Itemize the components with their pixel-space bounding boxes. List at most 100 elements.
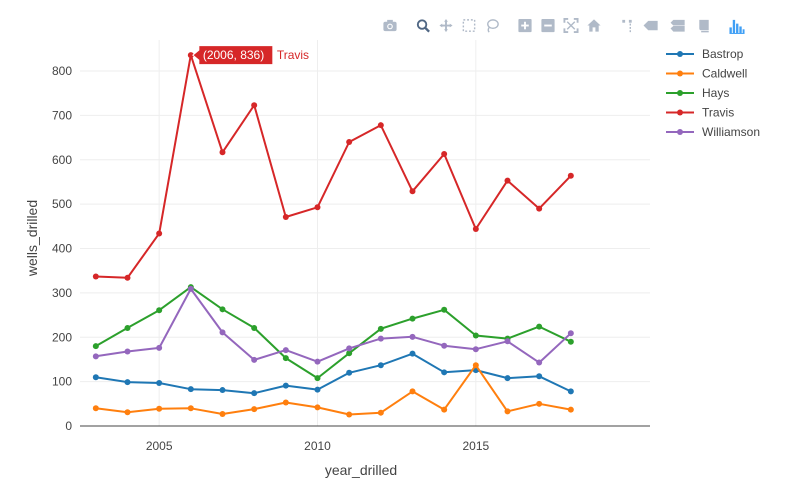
box-select-button[interactable]: [461, 18, 477, 34]
data-point-caldwell[interactable]: [219, 411, 226, 418]
data-point-bastrop[interactable]: [409, 350, 416, 357]
data-point-hays[interactable]: [92, 343, 99, 350]
data-point-williamson[interactable]: [567, 330, 574, 337]
reset-axes-button[interactable]: [586, 18, 602, 34]
series-line-bastrop[interactable]: [95, 352, 572, 395]
data-point-travis[interactable]: [567, 172, 574, 179]
data-point-hays[interactable]: [409, 315, 416, 322]
data-point-bastrop[interactable]: [536, 373, 543, 380]
data-point-hays[interactable]: [346, 350, 353, 357]
data-point-travis[interactable]: [314, 204, 321, 211]
data-point-hays[interactable]: [536, 323, 543, 330]
data-point-bastrop[interactable]: [441, 369, 448, 376]
data-point-bastrop[interactable]: [314, 386, 321, 393]
series-line-hays[interactable]: [95, 286, 572, 380]
data-point-caldwell[interactable]: [441, 406, 448, 413]
series-line-caldwell[interactable]: [95, 364, 571, 416]
data-point-bastrop[interactable]: [92, 374, 99, 381]
data-point-williamson[interactable]: [441, 342, 448, 349]
data-point-caldwell[interactable]: [251, 406, 258, 413]
data-point-hays[interactable]: [377, 325, 384, 332]
hover-closest-button[interactable]: [642, 18, 662, 34]
zoom-out-button[interactable]: [540, 18, 556, 34]
data-point-bastrop[interactable]: [567, 388, 574, 395]
legend-item-caldwell[interactable]: Caldwell: [666, 67, 747, 81]
data-point-caldwell[interactable]: [377, 409, 384, 416]
data-point-williamson[interactable]: [187, 285, 194, 292]
data-point-bastrop[interactable]: [377, 362, 384, 369]
pan-button[interactable]: [438, 18, 454, 34]
data-point-williamson[interactable]: [472, 346, 479, 353]
series-line-williamson[interactable]: [95, 287, 572, 364]
data-point-williamson[interactable]: [219, 329, 226, 336]
autoscale-button[interactable]: [563, 18, 579, 34]
data-point-travis[interactable]: [156, 230, 163, 237]
data-point-travis[interactable]: [219, 149, 226, 156]
data-point-travis[interactable]: [187, 52, 194, 59]
data-point-caldwell[interactable]: [92, 405, 99, 412]
series-travis[interactable]: [92, 52, 574, 281]
data-point-travis[interactable]: [536, 205, 543, 212]
plotly-logo-button[interactable]: [729, 18, 745, 34]
data-point-bastrop[interactable]: [187, 386, 194, 393]
data-point-travis[interactable]: [251, 102, 258, 109]
data-point-travis[interactable]: [409, 188, 416, 195]
data-point-travis[interactable]: [472, 226, 479, 233]
legend-item-bastrop[interactable]: Bastrop: [666, 47, 744, 61]
hover-compare-button[interactable]: [669, 18, 689, 34]
data-point-caldwell[interactable]: [346, 411, 353, 418]
data-point-hays[interactable]: [282, 355, 289, 362]
data-point-caldwell[interactable]: [409, 388, 416, 395]
data-point-travis[interactable]: [441, 151, 448, 158]
legend-item-travis[interactable]: Travis: [666, 106, 734, 120]
spike-lines-button[interactable]: [619, 18, 635, 34]
legend[interactable]: Bastrop Caldwell Hays Travis Williamson: [666, 47, 760, 139]
data-point-travis[interactable]: [504, 177, 511, 184]
series-bastrop[interactable]: [92, 350, 574, 397]
data-point-caldwell[interactable]: [504, 408, 511, 415]
data-point-hays[interactable]: [441, 306, 448, 313]
data-point-travis[interactable]: [377, 122, 384, 129]
data-point-hays[interactable]: [251, 324, 258, 331]
data-point-bastrop[interactable]: [251, 390, 258, 397]
data-point-williamson[interactable]: [282, 347, 289, 354]
data-point-caldwell[interactable]: [536, 400, 543, 407]
data-point-bastrop[interactable]: [346, 369, 353, 376]
legend-item-williamson[interactable]: Williamson: [666, 125, 760, 139]
legend-item-hays[interactable]: Hays: [666, 86, 729, 100]
data-point-caldwell[interactable]: [282, 399, 289, 406]
edit-chart-button[interactable]: [696, 18, 712, 34]
data-point-caldwell[interactable]: [187, 405, 194, 412]
data-point-caldwell[interactable]: [472, 362, 479, 369]
data-point-bastrop[interactable]: [504, 375, 511, 382]
data-point-bastrop[interactable]: [219, 387, 226, 394]
data-point-williamson[interactable]: [314, 358, 321, 365]
data-point-hays[interactable]: [219, 306, 226, 313]
data-point-williamson[interactable]: [251, 356, 258, 363]
data-point-caldwell[interactable]: [156, 405, 163, 412]
data-point-williamson[interactable]: [536, 359, 543, 366]
zoom-button[interactable]: [415, 18, 431, 34]
series-hays[interactable]: [92, 284, 574, 382]
data-point-caldwell[interactable]: [314, 404, 321, 411]
data-point-hays[interactable]: [314, 375, 321, 382]
data-point-hays[interactable]: [567, 338, 574, 345]
zoom-in-button[interactable]: [517, 18, 533, 34]
data-point-caldwell[interactable]: [567, 406, 574, 413]
series-caldwell[interactable]: [92, 362, 574, 418]
data-point-bastrop[interactable]: [156, 379, 163, 386]
data-point-williamson[interactable]: [346, 345, 353, 352]
series-line-travis[interactable]: [95, 54, 572, 279]
data-point-williamson[interactable]: [409, 333, 416, 340]
data-point-williamson[interactable]: [92, 353, 99, 360]
data-point-bastrop[interactable]: [124, 379, 131, 386]
data-point-caldwell[interactable]: [124, 409, 131, 416]
camera-button[interactable]: [382, 18, 398, 34]
data-point-travis[interactable]: [282, 214, 289, 221]
data-point-williamson[interactable]: [504, 338, 511, 345]
data-point-williamson[interactable]: [156, 344, 163, 351]
data-point-hays[interactable]: [472, 332, 479, 339]
data-point-williamson[interactable]: [377, 335, 384, 342]
data-point-travis[interactable]: [346, 139, 353, 146]
